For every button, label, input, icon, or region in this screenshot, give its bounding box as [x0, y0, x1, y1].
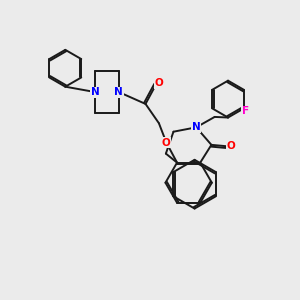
Text: N: N: [91, 87, 99, 97]
Text: F: F: [242, 106, 249, 116]
Text: N: N: [114, 87, 123, 97]
Text: N: N: [192, 122, 201, 132]
Text: O: O: [154, 78, 163, 88]
Text: O: O: [162, 138, 171, 148]
Text: O: O: [227, 141, 236, 151]
